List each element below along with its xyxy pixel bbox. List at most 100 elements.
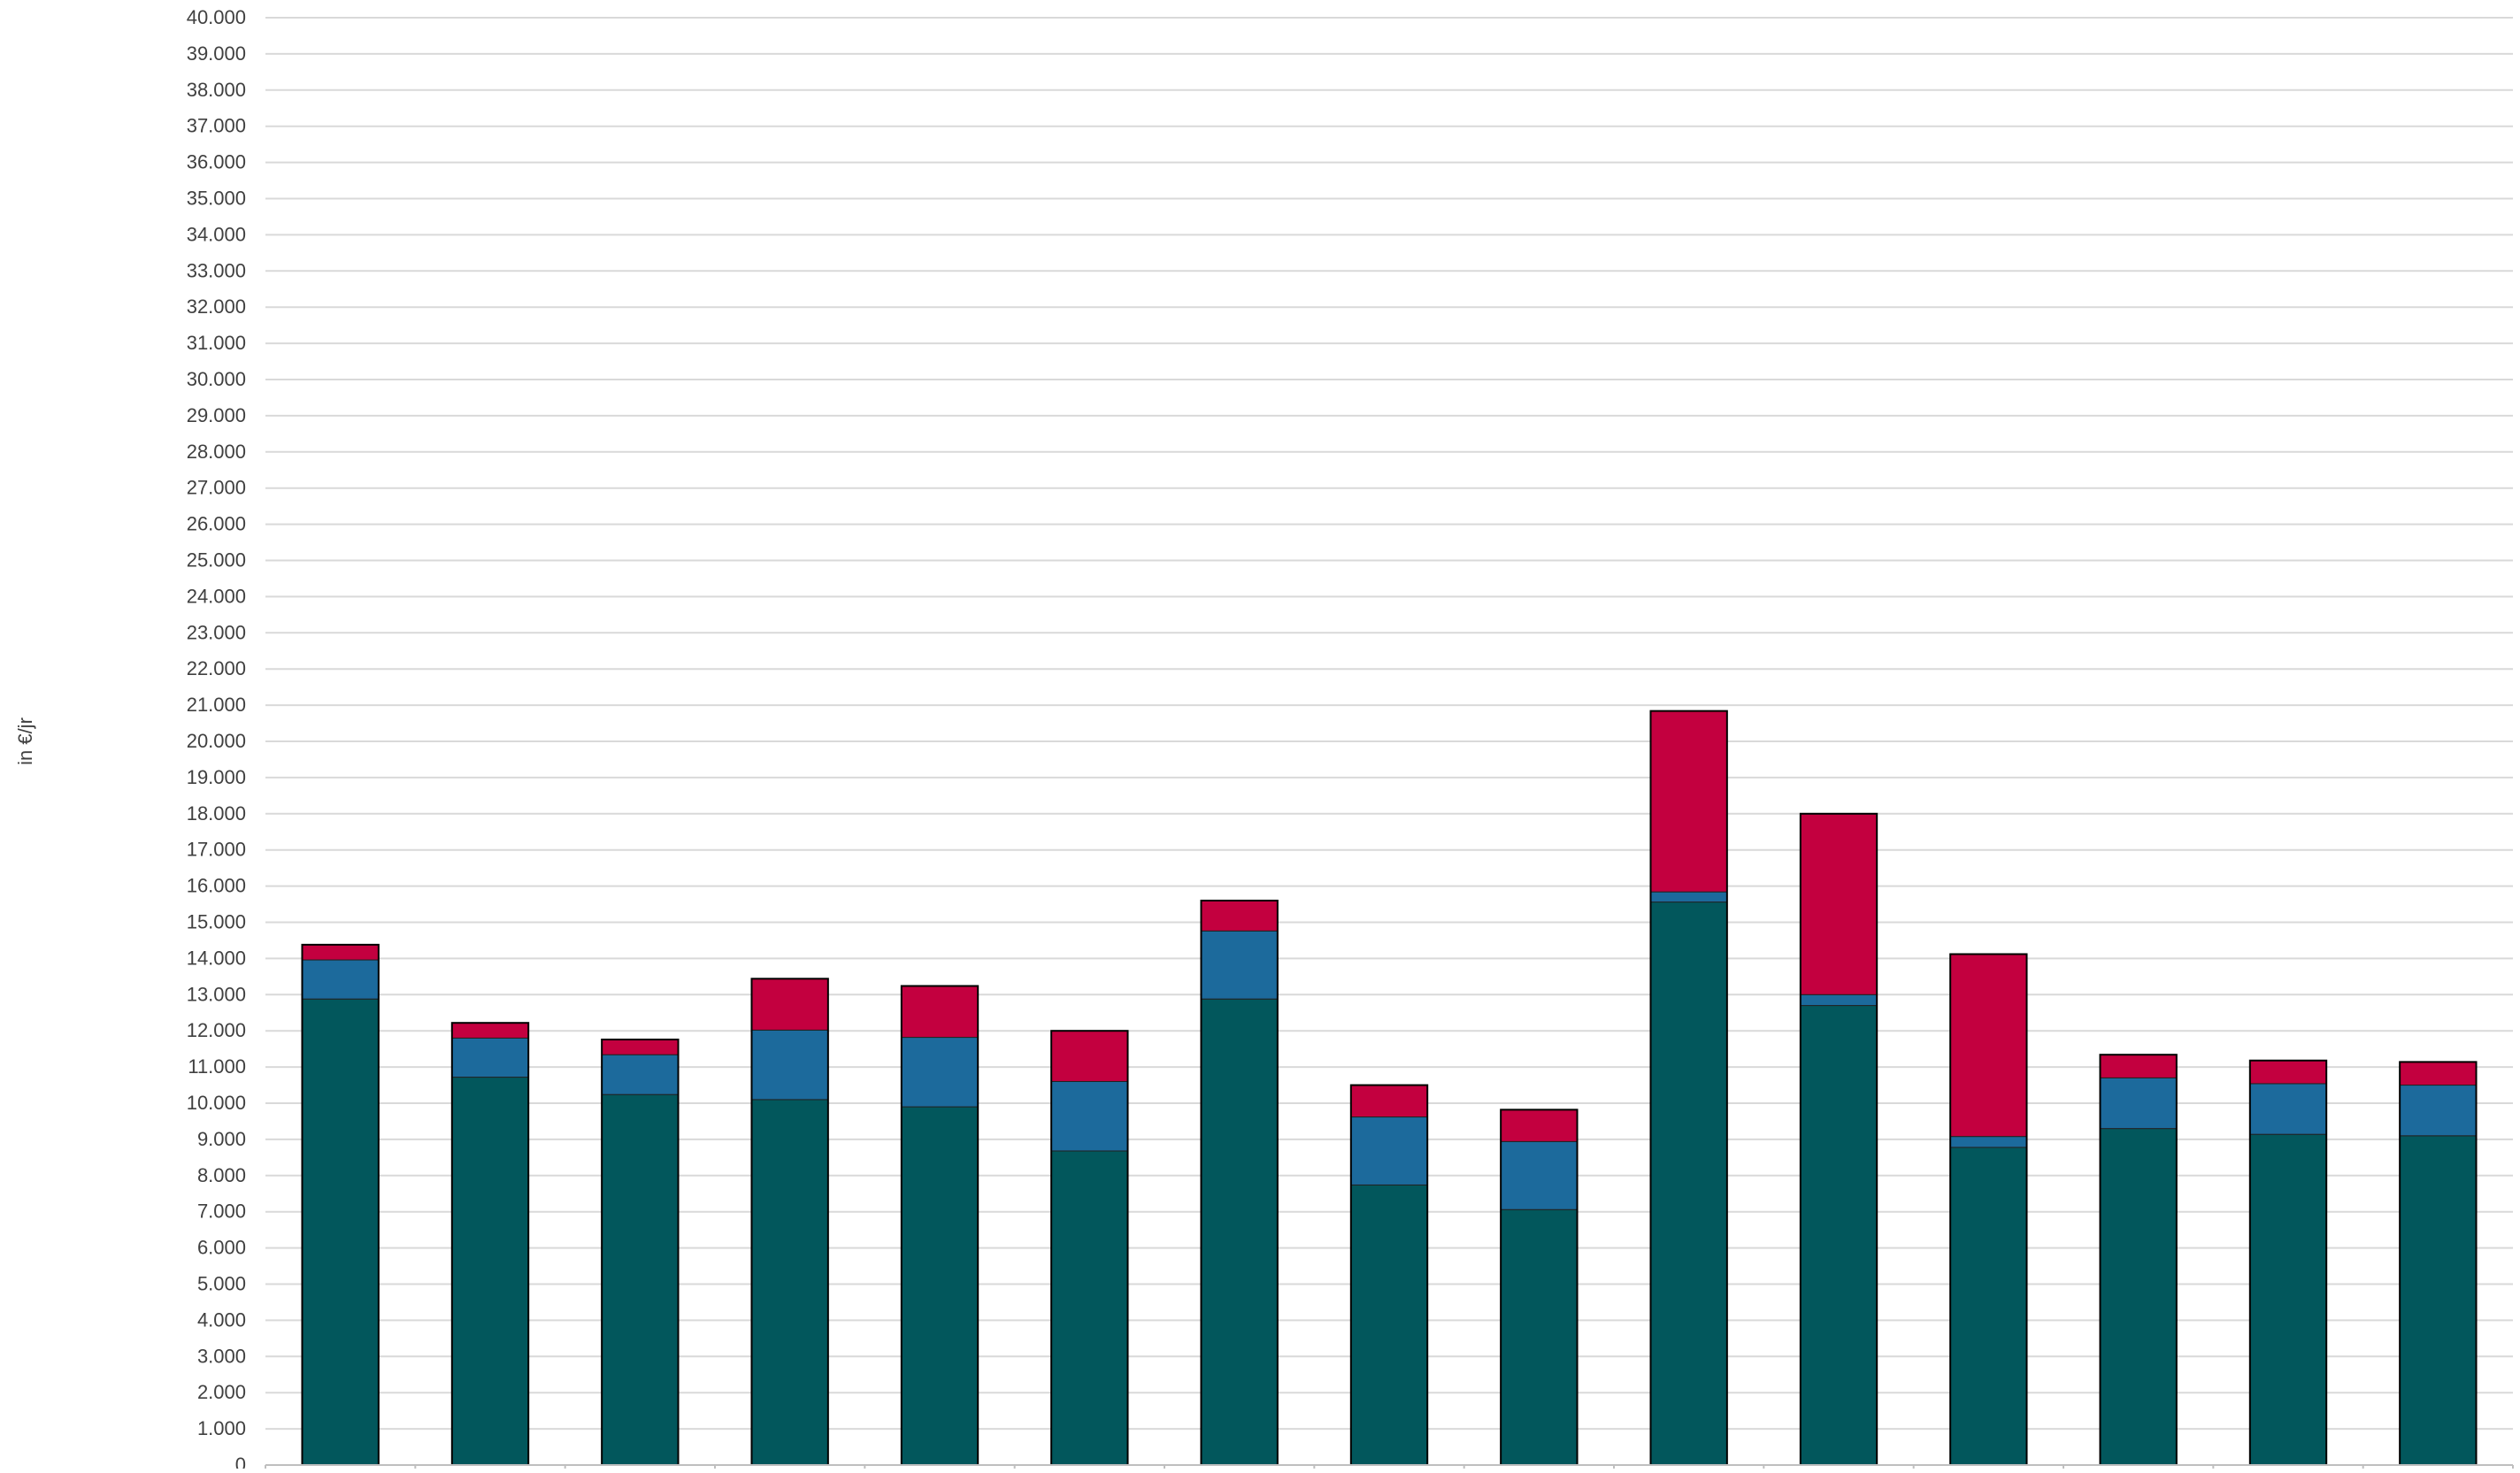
bar-stack — [2099, 1054, 2178, 1466]
y-tick-label: 39.000 — [187, 42, 246, 65]
bar-segment-series-2 — [2399, 1085, 2478, 1137]
y-tick-label: 4.000 — [197, 1308, 246, 1331]
bar-segment-series-1 — [451, 1077, 529, 1466]
bar-segment-series-2 — [901, 1037, 979, 1108]
y-axis-title: in €/jr — [14, 717, 36, 765]
bar-segment-series-2 — [1500, 1140, 1579, 1210]
bar-segment-series-3 — [1200, 900, 1279, 932]
bar-segment-series-1 — [901, 1106, 979, 1466]
bar-segment-series-1 — [1500, 1208, 1579, 1466]
y-tick-label: 37.000 — [187, 115, 246, 137]
bar-segment-series-3 — [451, 1022, 529, 1039]
bar-segment-series-3 — [1350, 1085, 1428, 1118]
bar-stack — [1949, 953, 2028, 1466]
bar-stack — [1649, 710, 1728, 1466]
bar-stack — [1050, 1030, 1129, 1466]
y-tick-label: 16.000 — [187, 875, 246, 897]
y-tick-label: 14.000 — [187, 947, 246, 969]
bar-segment-series-2 — [451, 1037, 529, 1078]
bar-segment-series-2 — [1649, 891, 1728, 903]
y-tick-label: 10.000 — [187, 1092, 246, 1114]
bar-stack — [301, 943, 380, 1467]
y-tick-label: 31.000 — [187, 332, 246, 354]
y-tick-label: 33.000 — [187, 259, 246, 281]
bar-stack — [1500, 1109, 1579, 1467]
bar-segment-series-3 — [601, 1039, 680, 1055]
bar-segment-series-3 — [750, 978, 829, 1031]
bar-stack — [2248, 1059, 2328, 1467]
y-tick-label: 38.000 — [187, 79, 246, 101]
y-tick-label: 20.000 — [187, 730, 246, 752]
bar-stack — [450, 1022, 530, 1467]
y-tick-label: 34.000 — [187, 223, 246, 245]
bar-segment-series-1 — [1200, 998, 1279, 1466]
y-tick-label: 11.000 — [188, 1055, 246, 1078]
bar-segment-series-1 — [1649, 901, 1728, 1466]
bar-segment-series-2 — [750, 1029, 829, 1101]
bar-segment-series-1 — [2399, 1135, 2478, 1466]
bar-segment-series-3 — [2249, 1060, 2327, 1085]
y-tick-label: 35.000 — [187, 188, 246, 210]
bar-segment-series-1 — [601, 1093, 680, 1466]
y-tick-label: 29.000 — [187, 404, 246, 426]
y-tick-label: 23.000 — [187, 621, 246, 643]
y-tick-label: 30.000 — [187, 368, 246, 390]
bar-segment-series-1 — [1050, 1150, 1129, 1466]
y-tick-label: 7.000 — [197, 1201, 246, 1223]
bar-segment-series-1 — [2249, 1133, 2327, 1466]
bar-segment-series-1 — [750, 1099, 829, 1466]
bar-segment-series-3 — [1050, 1030, 1129, 1082]
bar-stack — [900, 985, 980, 1466]
y-tick-label: 22.000 — [187, 657, 246, 679]
bar-stack — [601, 1039, 680, 1466]
y-tick-label: 6.000 — [197, 1237, 246, 1259]
bar-segment-series-2 — [1200, 930, 1279, 1000]
y-tick-label: 25.000 — [187, 549, 246, 572]
y-tick-label: 21.000 — [187, 694, 246, 716]
y-tick-label: 28.000 — [187, 441, 246, 463]
bar-segment-series-3 — [1500, 1109, 1579, 1142]
bar-segment-series-3 — [2099, 1054, 2178, 1078]
bar-segment-series-1 — [2099, 1128, 2178, 1466]
bar-segment-series-1 — [1350, 1184, 1428, 1466]
bar-segment-series-1 — [1800, 1005, 1878, 1466]
bar-segment-series-2 — [2249, 1083, 2327, 1135]
bar-segment-series-3 — [1649, 710, 1728, 893]
bar-segment-series-2 — [1050, 1080, 1129, 1152]
bar-segment-series-3 — [2399, 1061, 2478, 1086]
bar-stack — [750, 978, 829, 1466]
bars — [301, 710, 2478, 1467]
bar-segment-series-2 — [1350, 1116, 1428, 1185]
bar-stack — [2399, 1061, 2478, 1467]
y-tick-label: 15.000 — [187, 911, 246, 933]
y-tick-label: 5.000 — [197, 1273, 246, 1295]
bar-segment-series-1 — [301, 998, 380, 1466]
y-tick-label: 40.000 — [187, 6, 246, 28]
y-tick-label: 32.000 — [187, 295, 246, 318]
bar-segment-series-3 — [301, 944, 380, 961]
bar-segment-series-2 — [2099, 1077, 2178, 1130]
y-tick-label: 17.000 — [187, 839, 246, 861]
y-tick-label: 3.000 — [197, 1345, 246, 1367]
y-tick-label: 2.000 — [197, 1381, 246, 1403]
y-tick-label: 8.000 — [197, 1164, 246, 1186]
bar-segment-series-3 — [1949, 953, 2028, 1138]
y-tick-label: 9.000 — [197, 1128, 246, 1150]
y-tick-label: 24.000 — [187, 585, 246, 607]
y-tick-label: 0 — [235, 1454, 246, 1469]
y-tick-label: 13.000 — [187, 983, 246, 1005]
bar-segment-series-3 — [901, 985, 979, 1039]
bar-segment-series-2 — [601, 1054, 680, 1095]
y-tick-label: 26.000 — [187, 513, 246, 535]
y-tick-label: 12.000 — [187, 1019, 246, 1041]
bar-stack — [1200, 899, 1279, 1466]
bar-segment-series-2 — [1949, 1136, 2028, 1148]
bar-segment-series-2 — [301, 959, 380, 1000]
y-tick-label: 1.000 — [197, 1417, 246, 1439]
y-tick-label: 36.000 — [187, 151, 246, 173]
y-tick-label: 27.000 — [187, 477, 246, 499]
bar-segment-series-2 — [1800, 994, 1878, 1007]
y-tick-label: 19.000 — [187, 766, 246, 788]
